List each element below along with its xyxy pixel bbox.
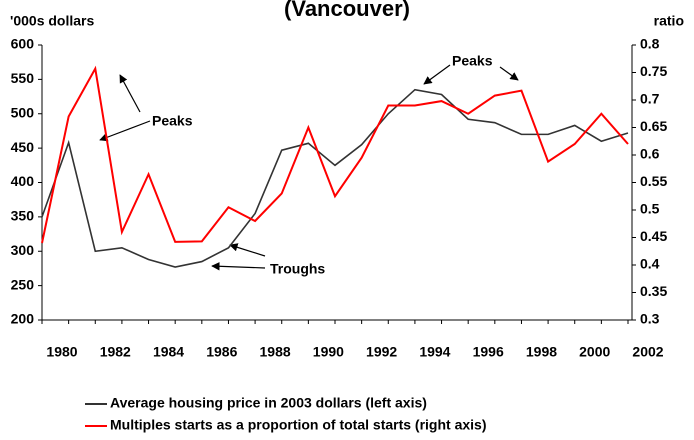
y2-tick-label: 0.3 — [640, 311, 660, 327]
y-tick-label: 200 — [11, 311, 35, 327]
x-tick-label: 1980 — [46, 344, 77, 360]
y-axis-label: '000s dollars — [10, 13, 94, 29]
series-line — [41, 65, 629, 244]
x-tick-label: 1998 — [526, 344, 557, 360]
y2-axis-label: ratio — [654, 13, 684, 29]
y2-tick-label: 0.8 — [640, 36, 660, 52]
annotation: Peaks — [152, 113, 193, 129]
x-tick-label: 1994 — [419, 344, 450, 360]
legend-label: Multiples starts as a proportion of tota… — [110, 417, 487, 433]
y2-tick-label: 0.55 — [640, 173, 667, 189]
y-tick-label: 250 — [11, 276, 35, 292]
annotation: Peaks — [452, 53, 493, 69]
x-tick-label: 1986 — [206, 344, 237, 360]
x-tick-label: 1982 — [100, 344, 131, 360]
y-tick-label: 500 — [11, 104, 35, 120]
x-tick-label: 2000 — [579, 344, 610, 360]
y-tick-label: 350 — [11, 208, 35, 224]
y2-tick-label: 0.7 — [640, 91, 660, 107]
x-tick-label: 1988 — [260, 344, 291, 360]
y2-tick-label: 0.4 — [640, 256, 660, 272]
chart-title: (Vancouver) — [284, 0, 410, 21]
y2-tick-label: 0.45 — [640, 228, 667, 244]
y2-tick-label: 0.6 — [640, 146, 660, 162]
y-tick-label: 400 — [11, 173, 35, 189]
y-tick-label: 600 — [11, 36, 35, 52]
y-tick-label: 450 — [11, 139, 35, 155]
annotation-arrows — [99, 64, 519, 271]
y2-tick-label: 0.35 — [640, 283, 667, 299]
legend-label: Average housing price in 2003 dollars (l… — [110, 395, 427, 411]
y-tick-label: 550 — [11, 70, 35, 86]
x-tick-label: 1984 — [153, 344, 184, 360]
y2-tick-label: 0.5 — [640, 201, 660, 217]
x-tick-label: 1992 — [366, 344, 397, 360]
annotation: Troughs — [270, 261, 325, 277]
x-tick-label: 1990 — [313, 344, 344, 360]
series-line — [41, 88, 629, 268]
y2-tick-label: 0.75 — [640, 63, 667, 79]
y-tick-label: 300 — [11, 242, 35, 258]
x-tick-label: 2002 — [632, 344, 663, 360]
x-tick-label: 1996 — [473, 344, 504, 360]
y2-tick-label: 0.65 — [640, 118, 667, 134]
